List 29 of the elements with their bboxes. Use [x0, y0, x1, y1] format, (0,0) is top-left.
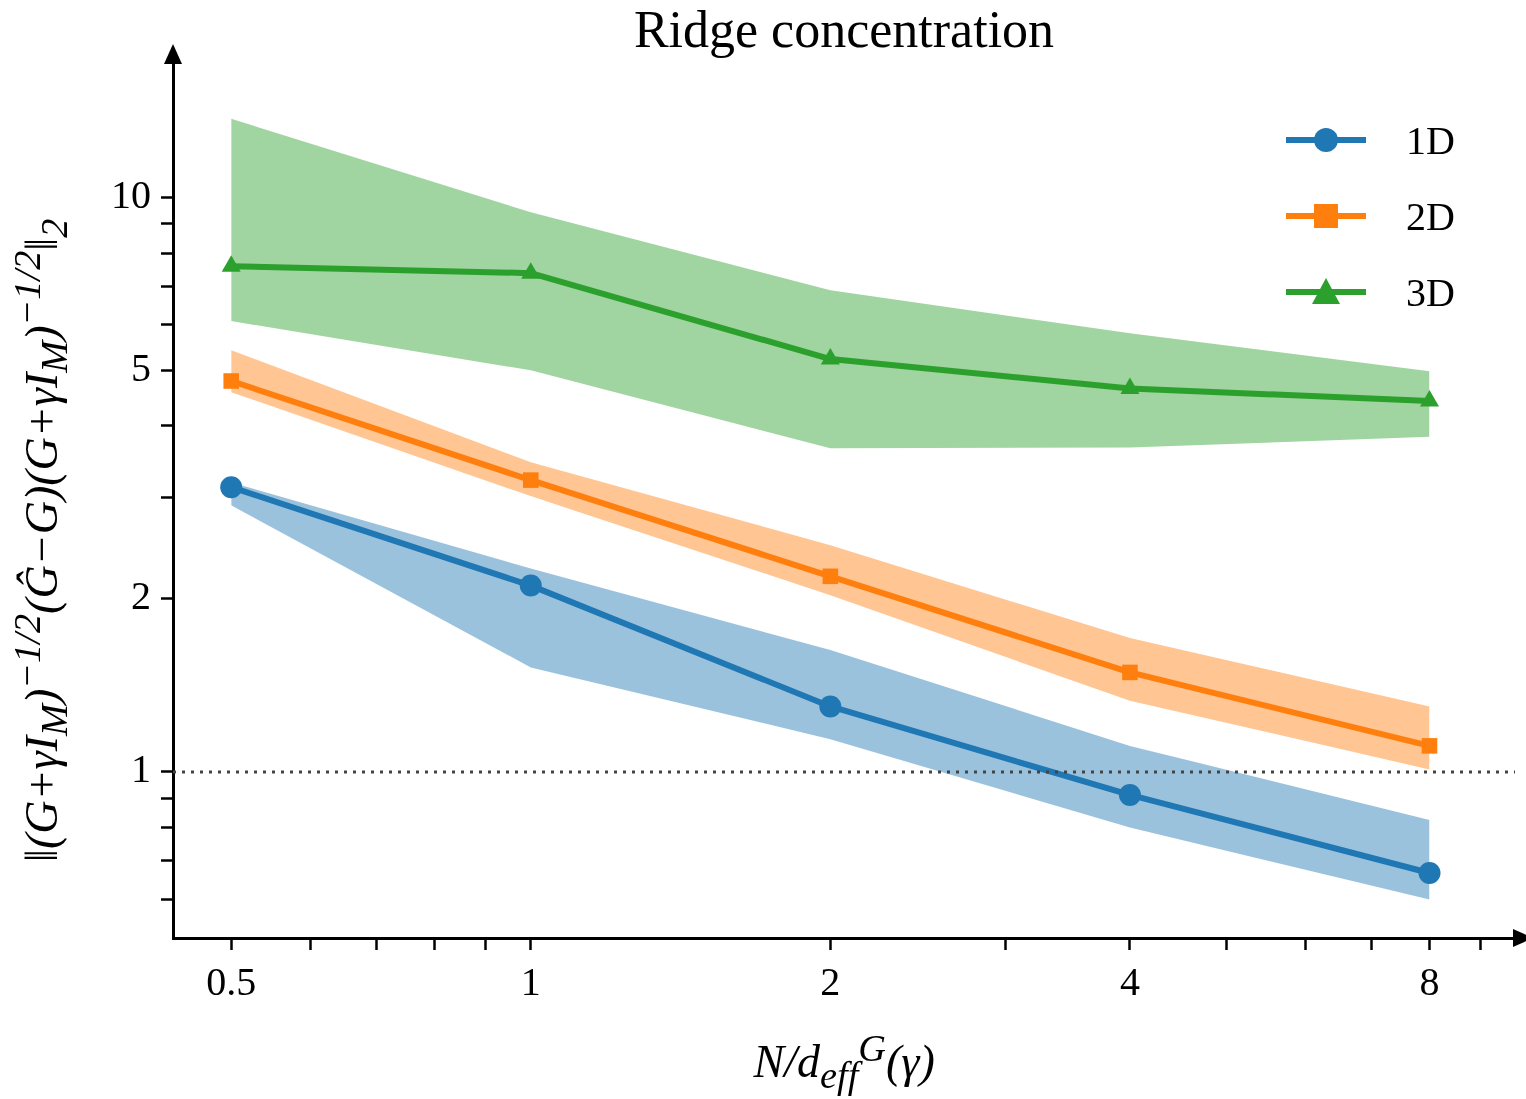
point [822, 568, 839, 585]
x-tick-label: 2 [820, 958, 841, 1004]
point [223, 373, 239, 389]
y-tick-label: 2 [131, 573, 151, 619]
point [820, 348, 840, 365]
x-tick-label: 4 [1119, 958, 1140, 1004]
x-tick-label: 1 [520, 958, 541, 1004]
point [1418, 861, 1441, 884]
point [220, 476, 243, 499]
y-tick-label: 1 [131, 746, 151, 792]
legend-label: 1D [1406, 116, 1455, 164]
point [221, 255, 241, 272]
point [1122, 664, 1138, 681]
legend-label: 3D [1406, 268, 1455, 316]
point [519, 574, 542, 597]
legend-label: 2D [1406, 192, 1455, 240]
point [521, 262, 541, 279]
point [1419, 390, 1440, 407]
x-tick-label: 8 [1419, 958, 1440, 1004]
point [523, 472, 539, 488]
point [819, 695, 842, 718]
x-axis-title: N/d$_{eff}$$^{G}$(γ) [753, 1026, 935, 1097]
point [1421, 738, 1438, 754]
y-tick-label: 5 [131, 344, 151, 390]
x-tick-label: 0.5 [206, 958, 257, 1004]
point [1118, 783, 1141, 806]
y-tick-label: 10 [111, 171, 151, 217]
chart-title: Ridge concentration [632, 0, 1056, 60]
point [1120, 377, 1140, 394]
